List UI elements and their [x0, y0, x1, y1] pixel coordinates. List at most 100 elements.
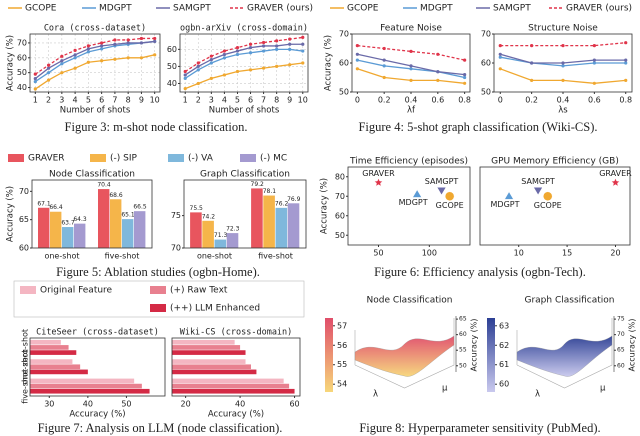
point	[355, 44, 359, 48]
point	[60, 54, 64, 58]
y-tick-label: 50	[167, 62, 177, 71]
bar	[190, 212, 202, 248]
point	[288, 63, 292, 67]
x-tick-label: 8	[126, 96, 131, 105]
point	[436, 52, 440, 56]
y-axis-label: Accuracy (%)	[6, 186, 16, 242]
z-tick-label: 55	[459, 347, 467, 354]
point	[196, 68, 200, 72]
bar	[30, 364, 81, 370]
bar	[30, 339, 61, 345]
bar	[287, 203, 300, 248]
legend-label: (++) LLM Enhanced	[170, 304, 260, 314]
point	[222, 73, 227, 77]
plot-frame	[479, 166, 631, 246]
point	[301, 61, 305, 65]
x-tick-label: 4	[222, 96, 227, 105]
x-axis-label: λf	[407, 106, 416, 116]
z-tick-label: 75	[617, 316, 625, 323]
y-axis-label: Accuracy (%)	[6, 35, 16, 91]
point	[504, 191, 514, 200]
x-tick-label: 0	[498, 96, 503, 105]
z-tick-label: 70	[617, 331, 625, 338]
z-tick-label: 50	[459, 362, 467, 369]
value-label: 71.3	[214, 232, 228, 239]
x-tick-label: 100	[422, 249, 437, 258]
point	[288, 37, 292, 41]
chart-title: ogbn-arXiv (cross-domain)	[180, 24, 308, 34]
y-tick-label: 75	[171, 211, 181, 220]
y-tick-label: 70	[19, 187, 29, 196]
legend-label: MDGPT	[420, 4, 453, 14]
value-label: 66.5	[133, 204, 147, 211]
x-tick-label: 7	[261, 96, 266, 105]
x-tick-label: 4	[73, 96, 78, 105]
point	[33, 77, 37, 81]
bar	[172, 350, 246, 355]
x-tick-label: 10	[298, 96, 308, 105]
point	[222, 52, 227, 57]
point	[530, 44, 534, 48]
x-tick-label: 0.8	[619, 96, 632, 105]
bar	[30, 378, 135, 384]
point	[436, 187, 447, 196]
x-axis-label: Number of shots	[209, 106, 280, 116]
x-tick-label: 3	[209, 96, 214, 105]
x-tick-label: 2	[46, 96, 51, 105]
x-tick-label: 40	[235, 400, 245, 409]
y-tick-label: 50	[17, 68, 27, 77]
bar	[214, 239, 227, 248]
value-label: 70.4	[97, 182, 111, 189]
point	[113, 42, 117, 47]
point	[100, 59, 104, 63]
x-tick-label: 40	[83, 400, 93, 409]
x-tick-label: 6	[99, 96, 104, 105]
bar	[172, 345, 241, 350]
point	[248, 46, 253, 50]
point-label: GCOPE	[534, 201, 562, 210]
bar	[30, 359, 73, 364]
point	[373, 177, 384, 187]
point	[46, 66, 51, 70]
bar	[38, 207, 50, 248]
x-tick-label: 0.6	[431, 96, 444, 105]
point	[561, 61, 565, 65]
point	[624, 41, 628, 45]
y-tick-label: 60	[339, 59, 349, 68]
point	[261, 44, 266, 48]
value-label: 67.1	[37, 200, 51, 207]
bar	[172, 369, 257, 375]
point	[139, 41, 144, 45]
point	[248, 42, 253, 46]
bar	[98, 189, 110, 248]
series-line	[34, 37, 155, 75]
point	[183, 86, 187, 91]
x-tick-label: 15	[562, 249, 572, 258]
point	[436, 78, 440, 82]
bar	[172, 364, 251, 370]
y-tick-label: 60	[19, 244, 29, 253]
value-label: 76.2	[275, 200, 289, 207]
z-axis-label: Accuracy (%)	[628, 319, 637, 372]
z-axis-label: Accuracy (%)	[470, 319, 479, 372]
point	[86, 47, 90, 51]
legend-label: GRAVER (ours)	[247, 4, 313, 14]
bar	[172, 383, 290, 389]
point	[126, 41, 130, 45]
point	[261, 40, 266, 45]
point-label: MDGPT	[491, 200, 520, 209]
point	[624, 61, 628, 65]
legend-label: MDGPT	[99, 4, 132, 14]
chart-title: CiteSeer (cross-dataset)	[36, 328, 159, 338]
value-label: 66.4	[49, 204, 63, 211]
point	[610, 177, 621, 187]
point	[209, 61, 213, 65]
point	[73, 48, 77, 52]
x-axis-label: Accuracy (%)	[69, 410, 125, 420]
point	[561, 64, 565, 68]
series-line	[184, 62, 303, 90]
point	[301, 49, 305, 53]
y-tick-label: 70	[339, 30, 349, 39]
bar	[74, 223, 86, 248]
plot-frame	[179, 33, 309, 93]
